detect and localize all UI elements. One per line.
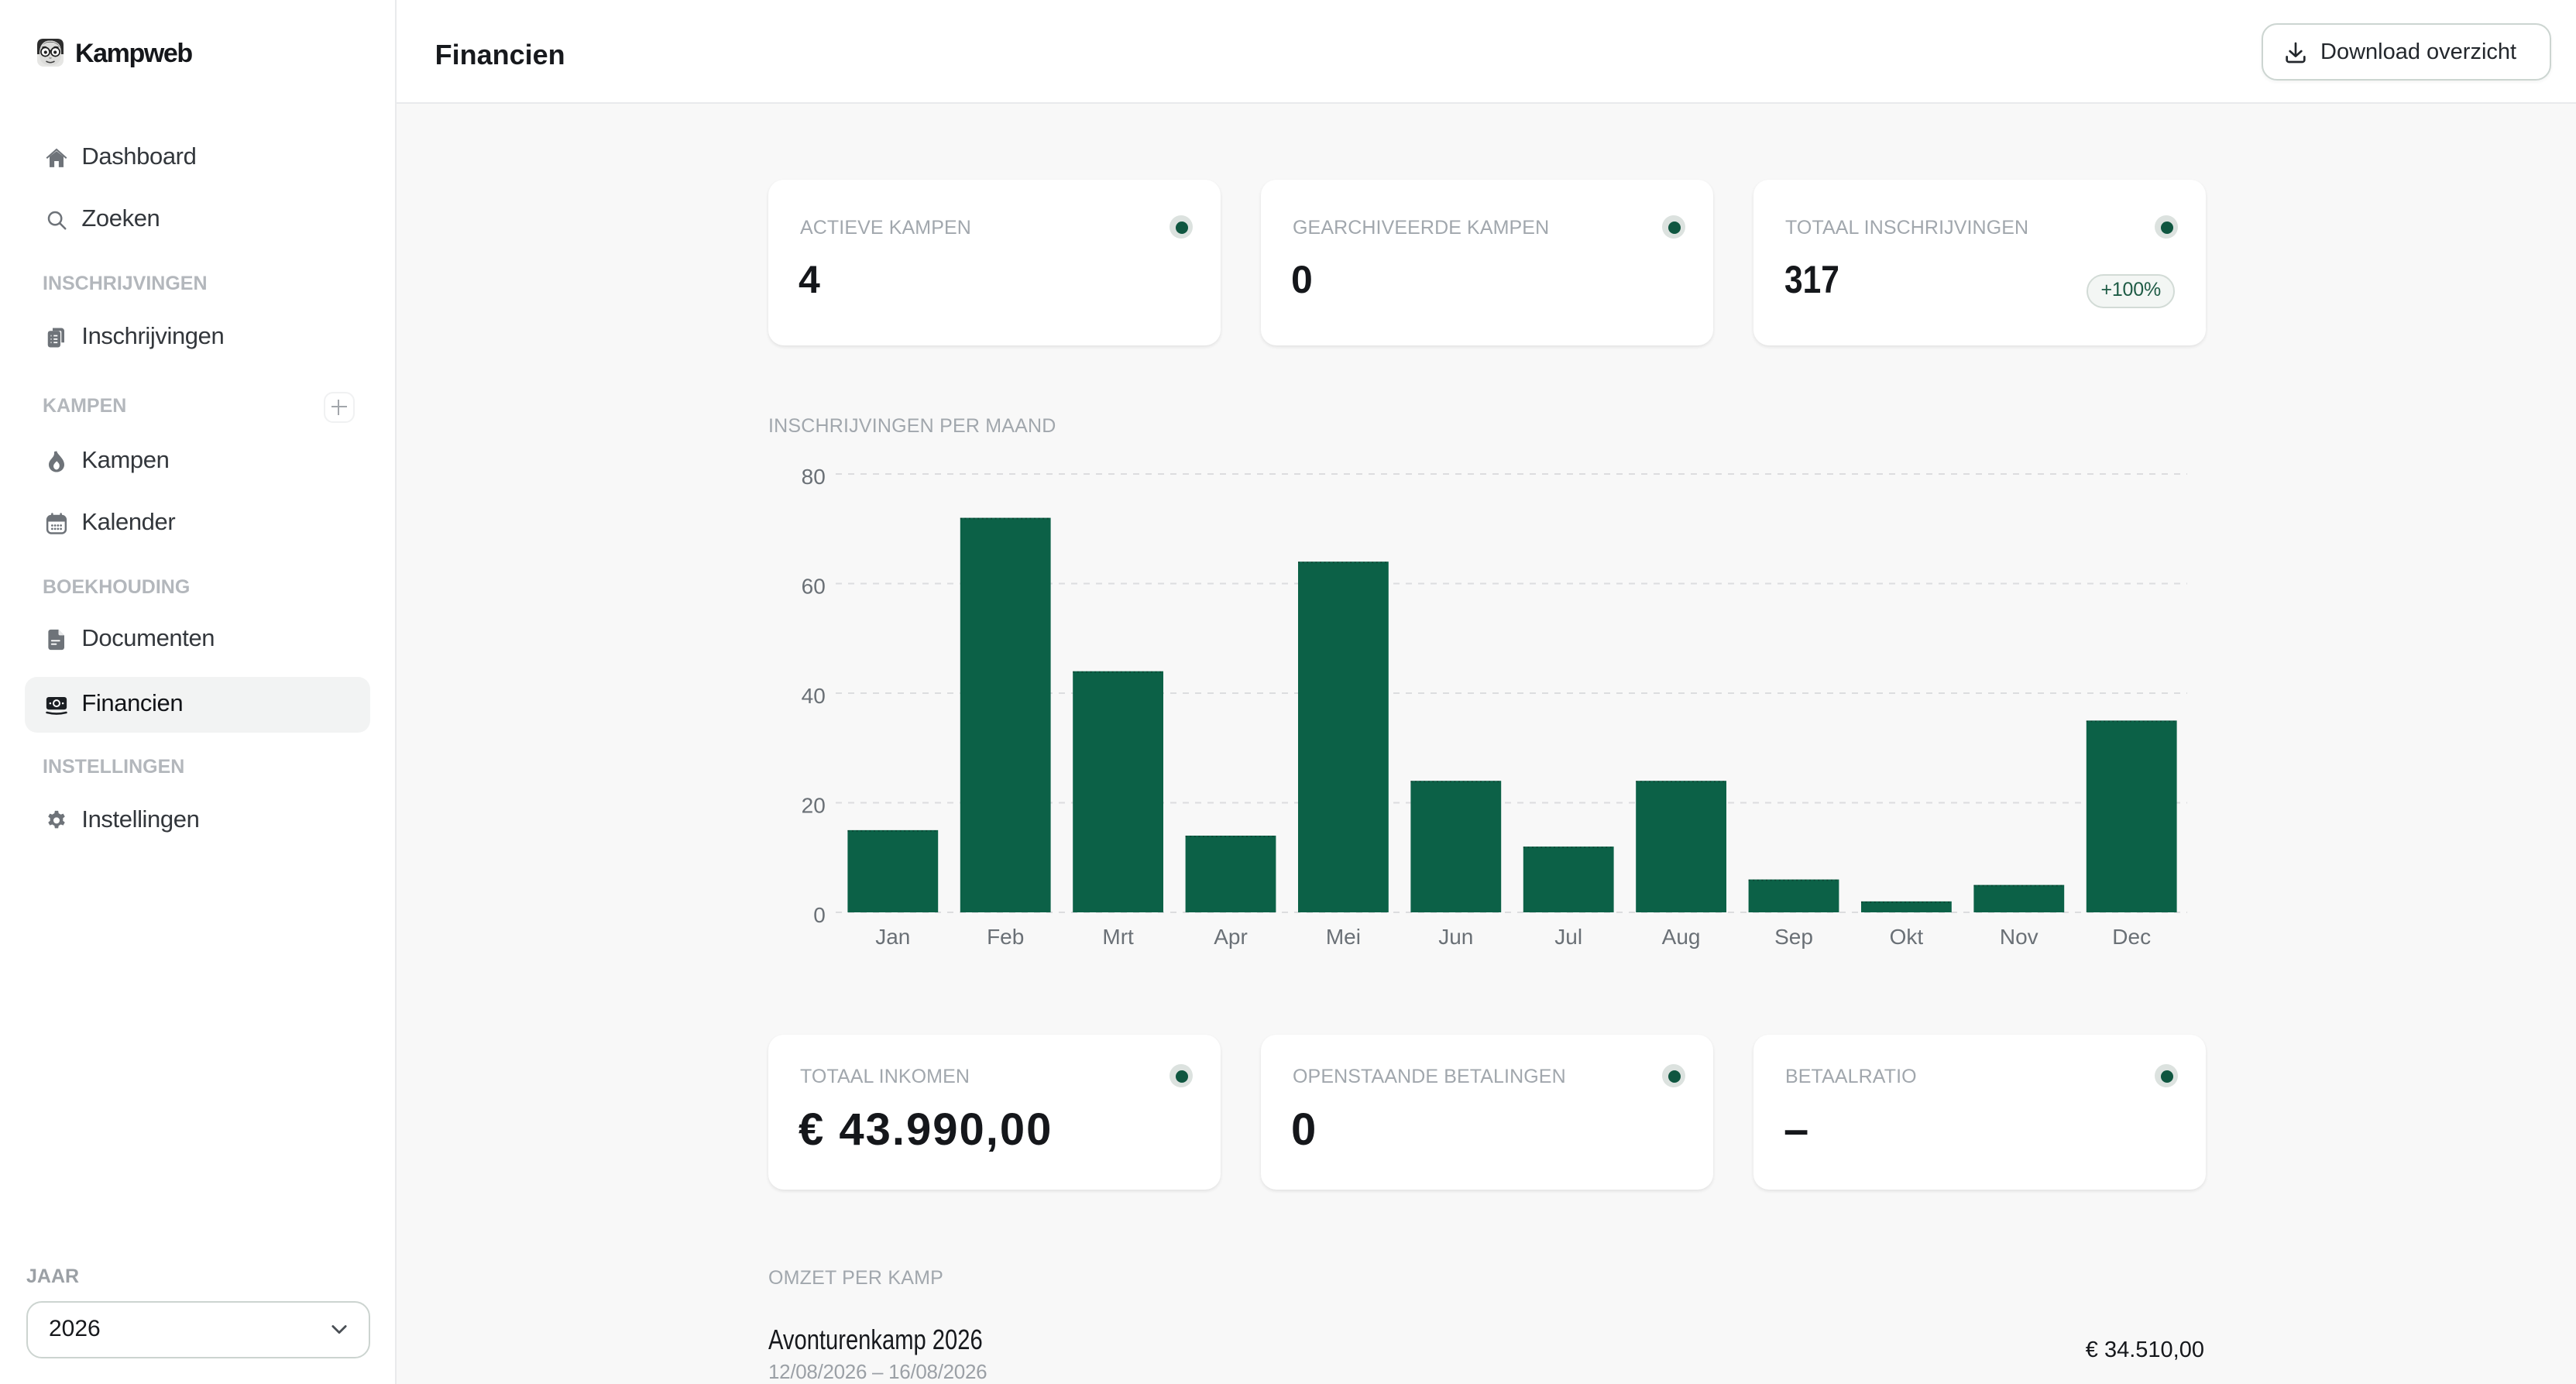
svg-text:0: 0	[812, 903, 825, 927]
svg-text:40: 40	[801, 684, 825, 708]
svg-text:60: 60	[801, 575, 825, 599]
svg-text:Jul: Jul	[1554, 925, 1582, 949]
svg-text:Dec: Dec	[2111, 925, 2150, 949]
svg-text:Jun: Jun	[1437, 925, 1472, 949]
svg-text:80: 80	[801, 465, 825, 489]
svg-text:Mrt: Mrt	[1101, 925, 1133, 949]
svg-text:Apr: Apr	[1213, 925, 1247, 949]
svg-text:Jan: Jan	[874, 925, 909, 949]
svg-text:Okt: Okt	[1889, 925, 1923, 949]
svg-text:Nov: Nov	[1999, 925, 2038, 949]
svg-text:Mei: Mei	[1325, 925, 1360, 949]
svg-text:20: 20	[801, 794, 825, 818]
svg-text:Aug: Aug	[1661, 925, 1700, 949]
svg-text:Sep: Sep	[1774, 925, 1812, 949]
svg-text:Feb: Feb	[986, 925, 1023, 949]
